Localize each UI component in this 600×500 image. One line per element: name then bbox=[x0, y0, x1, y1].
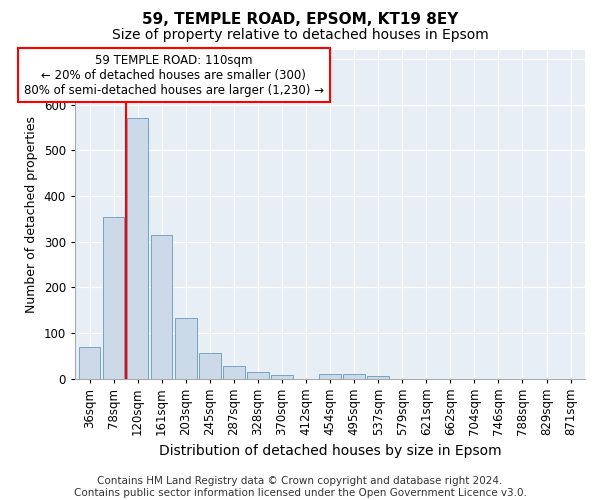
Bar bbox=[127, 118, 148, 378]
Bar bbox=[175, 318, 197, 378]
Text: 59 TEMPLE ROAD: 110sqm
← 20% of detached houses are smaller (300)
80% of semi-de: 59 TEMPLE ROAD: 110sqm ← 20% of detached… bbox=[23, 54, 323, 96]
Text: Size of property relative to detached houses in Epsom: Size of property relative to detached ho… bbox=[112, 28, 488, 42]
Text: 59, TEMPLE ROAD, EPSOM, KT19 8EY: 59, TEMPLE ROAD, EPSOM, KT19 8EY bbox=[142, 12, 458, 28]
Bar bbox=[223, 366, 245, 378]
Text: Contains HM Land Registry data © Crown copyright and database right 2024.
Contai: Contains HM Land Registry data © Crown c… bbox=[74, 476, 526, 498]
X-axis label: Distribution of detached houses by size in Epsom: Distribution of detached houses by size … bbox=[159, 444, 502, 458]
Bar bbox=[343, 374, 365, 378]
Bar bbox=[151, 235, 172, 378]
Bar bbox=[319, 374, 341, 378]
Y-axis label: Number of detached properties: Number of detached properties bbox=[25, 116, 38, 313]
Bar bbox=[199, 352, 221, 378]
Bar bbox=[271, 375, 293, 378]
Bar bbox=[103, 216, 124, 378]
Bar bbox=[367, 376, 389, 378]
Bar bbox=[79, 346, 100, 378]
Bar bbox=[247, 372, 269, 378]
